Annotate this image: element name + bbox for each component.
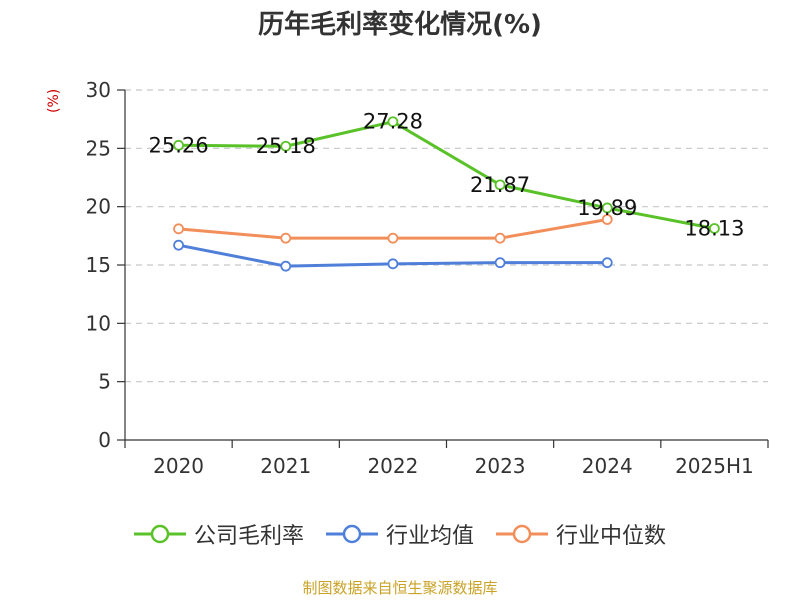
data-point [387, 232, 399, 244]
series-line [178, 120, 715, 230]
data-point [494, 179, 506, 191]
x-tick-label: 2020 [153, 454, 204, 478]
y-tick-label: 15 [86, 253, 111, 277]
data-point [173, 139, 184, 151]
data-point [387, 258, 399, 270]
y-tick-label: 30 [86, 78, 111, 102]
legend-line-circle-icon [325, 524, 378, 544]
data-point [173, 239, 184, 251]
legend-item-industry-median[interactable]: 行业中位数 [496, 518, 666, 550]
x-tick-label: 2022 [367, 454, 418, 478]
data-point [601, 214, 613, 225]
data-source-note: 制图数据来自恒生聚源数据库 [302, 579, 498, 597]
data-label: 19.89 [577, 196, 637, 220]
data-point [173, 223, 184, 235]
chart-title: 历年毛利率变化情况(%) [258, 10, 542, 40]
data-point [494, 257, 506, 269]
legend-label: 公司毛利率 [193, 524, 304, 549]
data-point [280, 260, 292, 272]
data-point [709, 223, 720, 234]
data-label: 25.18 [256, 134, 316, 158]
data-point [601, 257, 613, 269]
data-label: 25.26 [149, 133, 209, 157]
legend-line-circle-icon [133, 524, 186, 544]
x-tick-label: 2023 [475, 454, 526, 478]
x-tick-label: 2025H1 [675, 454, 754, 478]
y-tick-label: 0 [98, 428, 111, 452]
data-label: 18.13 [684, 216, 744, 240]
legend-label: 行业均值 [385, 524, 474, 549]
y-tick-label: 10 [86, 311, 111, 335]
x-tick-label: 2024 [582, 454, 633, 478]
legend-item-industry-average[interactable]: 行业均值 [325, 518, 474, 550]
y-tick-label: 25 [86, 136, 111, 160]
legend: 公司毛利率 行业均值 行业中位数 [0, 518, 800, 550]
data-point [387, 116, 399, 128]
data-point [280, 140, 292, 152]
data-point [494, 232, 506, 244]
data-label: 27.28 [363, 110, 423, 134]
x-tick-label: 2021 [260, 454, 311, 478]
y-tick-label: 20 [86, 195, 111, 219]
data-label: 21.87 [470, 173, 530, 197]
data-point [601, 202, 613, 214]
legend-label: 行业中位数 [556, 524, 667, 549]
y-tick-label: 5 [98, 370, 111, 394]
data-point [280, 232, 292, 244]
legend-item-company-margin[interactable]: 公司毛利率 [133, 518, 304, 550]
legend-line-circle-icon [496, 524, 548, 544]
